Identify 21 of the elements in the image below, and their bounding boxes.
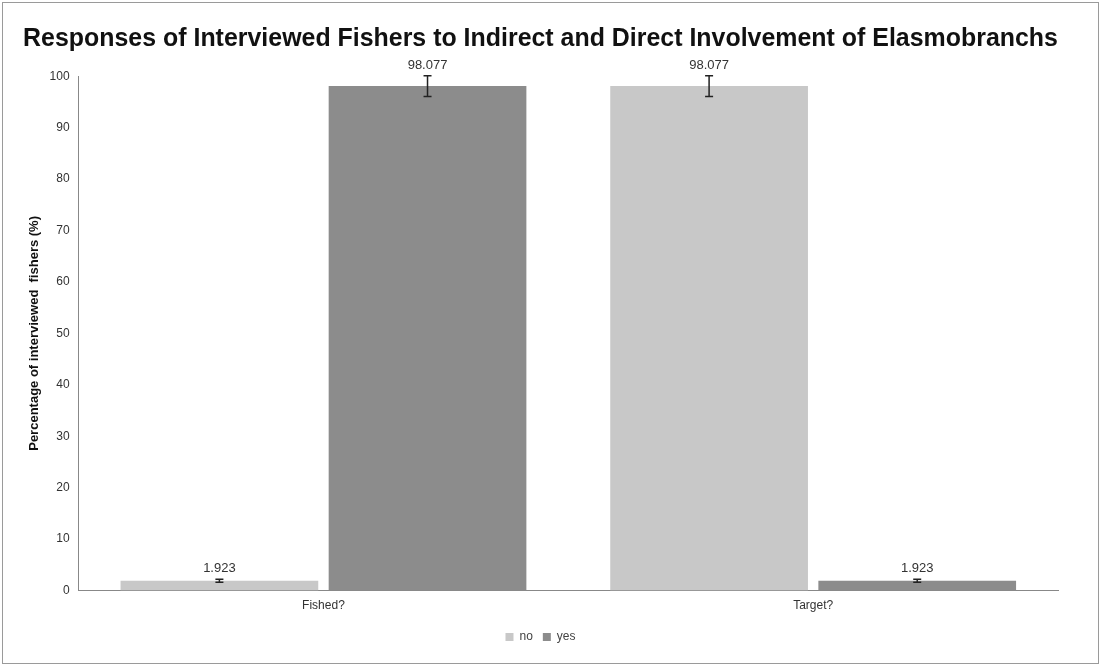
data-label: 1.923: [203, 560, 236, 576]
data-label: 1.923: [900, 560, 934, 576]
y-tick-label: 100: [49, 68, 70, 83]
data-label: 98.077: [689, 56, 729, 72]
y-tick-label: 40: [56, 377, 70, 392]
y-tick-label: 0: [62, 582, 70, 597]
legend-label: yes: [556, 629, 576, 644]
data-label: 98.077: [407, 56, 448, 72]
y-tick-label: 50: [56, 325, 70, 340]
x-tick-label: Fished?: [302, 598, 346, 613]
y-tick-label: 60: [56, 274, 70, 289]
y-tick-label: 30: [56, 428, 70, 443]
y-tick-label: 90: [56, 119, 70, 134]
y-tick-label: 80: [56, 171, 70, 186]
x-tick-label: Target?: [793, 598, 834, 613]
y-tick-label: 70: [56, 222, 70, 237]
y-axis-title: Percentage of interviewed fishers (%): [26, 216, 42, 451]
legend-label: no: [519, 629, 534, 644]
chart-title: Responses of Interviewed Fishers to Indirect and Direct Involvement of Elasmobranchs: [23, 22, 1058, 51]
y-tick-label: 10: [56, 531, 70, 546]
y-tick-label: 20: [56, 480, 70, 495]
